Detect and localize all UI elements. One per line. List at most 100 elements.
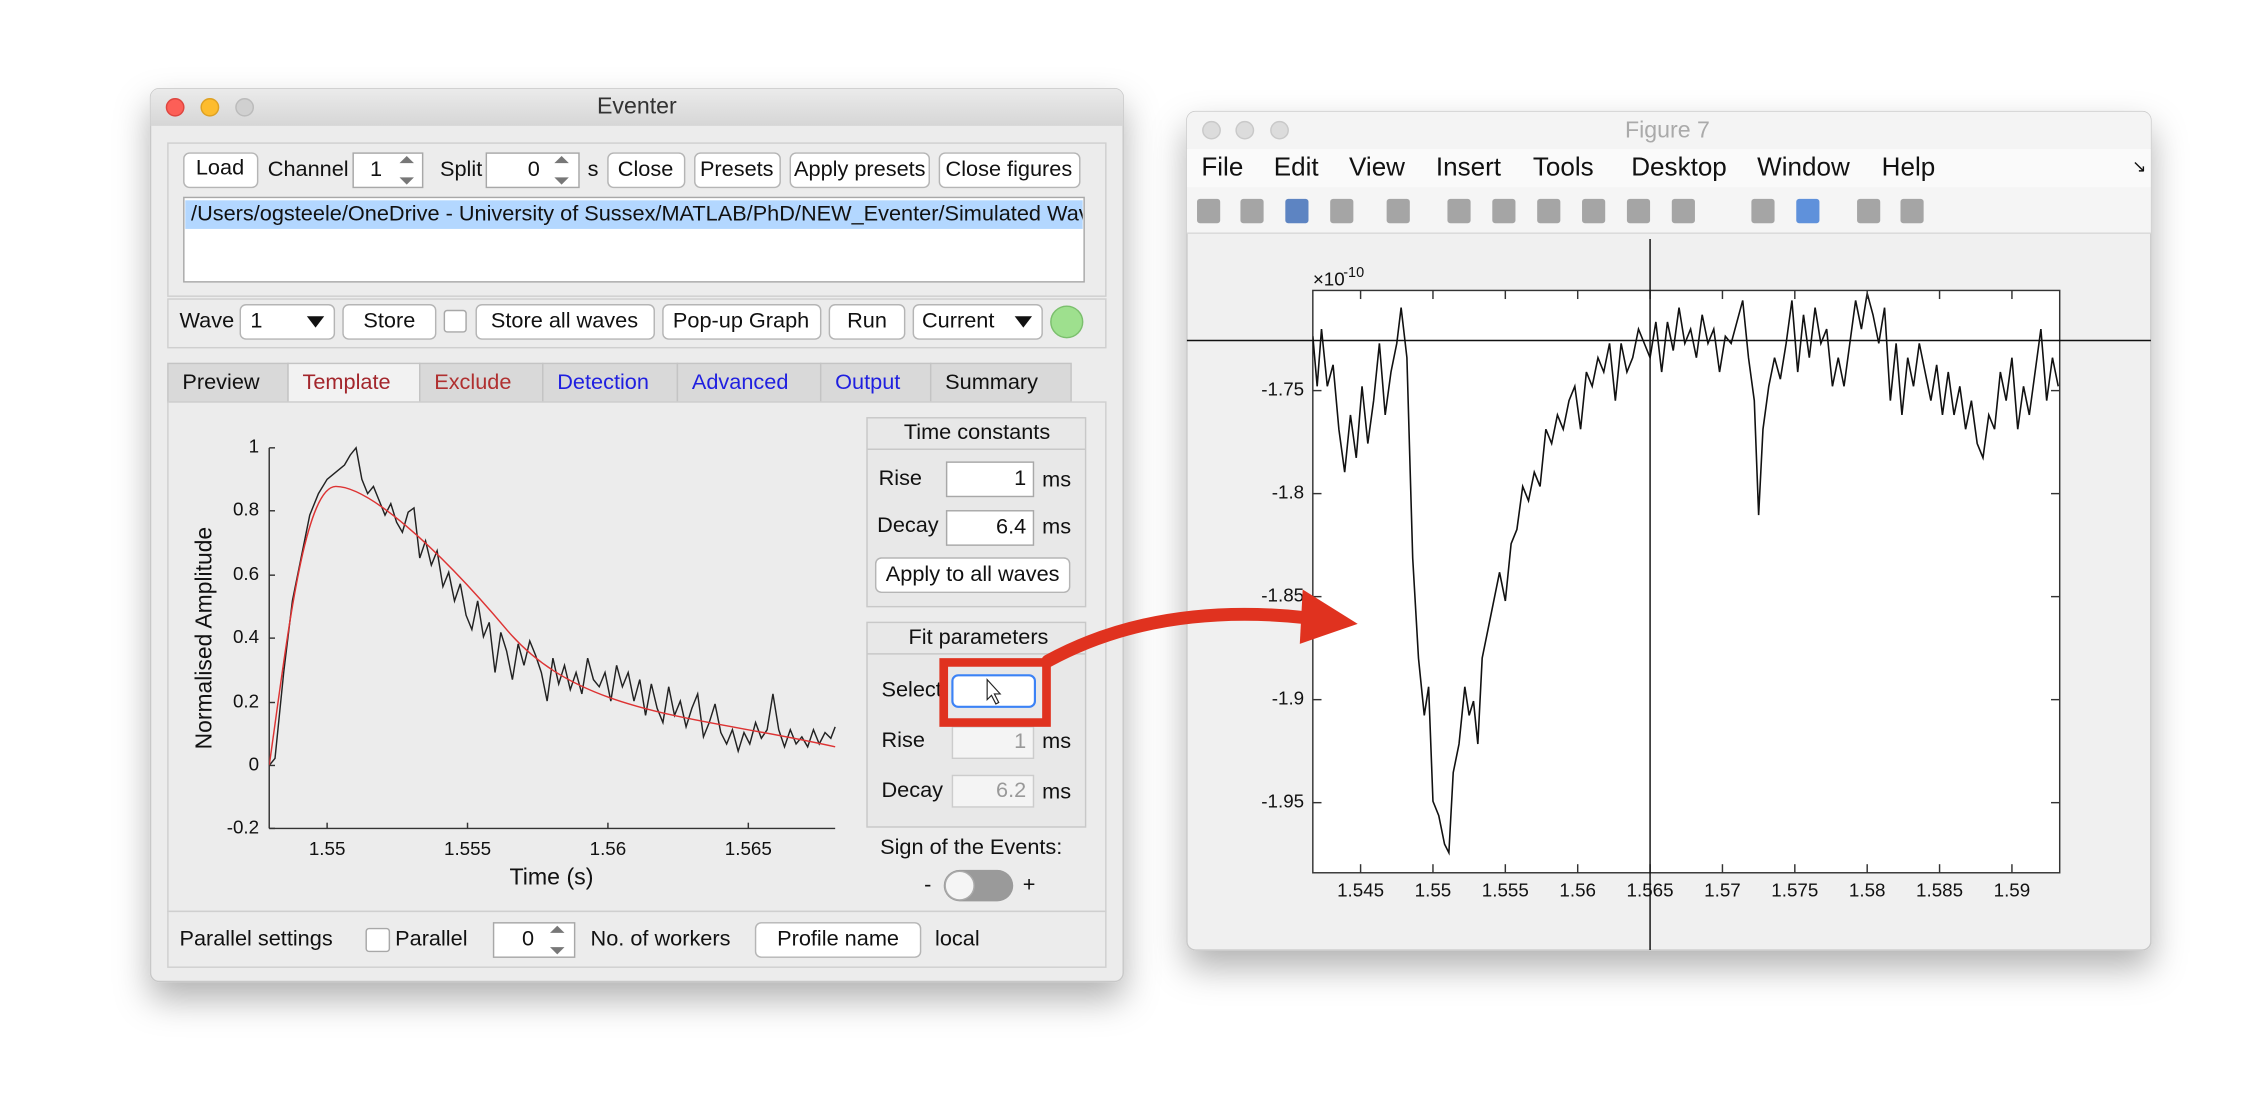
load-button[interactable] xyxy=(183,152,259,189)
close-figures-button[interactable] xyxy=(938,152,1081,189)
tool-icon[interactable] xyxy=(1386,198,1410,224)
decay-unit: ms xyxy=(1042,514,1071,539)
apply-all-label: Apply to all waves xyxy=(886,561,1060,586)
dock-icon[interactable]: ↘ xyxy=(2132,156,2147,176)
tab[interactable] xyxy=(287,362,421,403)
axes-box xyxy=(1312,289,2061,874)
tab[interactable] xyxy=(929,362,1072,403)
menu-item[interactable]: Insert xyxy=(1436,154,1501,182)
exponent-power: -10 xyxy=(1343,265,1364,281)
profile-value: local xyxy=(935,926,980,951)
decay-label: Decay xyxy=(877,512,939,537)
wave-label: Wave xyxy=(179,308,234,333)
menu-item[interactable]: View xyxy=(1349,154,1405,182)
x-tick-label: 1.58 xyxy=(1849,879,1886,900)
split-value: 0 xyxy=(528,156,540,181)
run-label: Run xyxy=(847,308,887,333)
popup-arrow xyxy=(1014,316,1033,328)
tab[interactable] xyxy=(167,362,289,403)
template-plot: Normalised Amplitude Time (s) 1 0.8 0.6 0.4… xyxy=(191,436,836,890)
presets-button[interactable] xyxy=(694,152,781,189)
load-label: Load xyxy=(196,155,244,180)
cursor-icon xyxy=(986,678,1002,705)
zoom-light[interactable] xyxy=(235,98,255,117)
popup-graph-button[interactable] xyxy=(662,304,822,340)
menu-item[interactable]: Edit xyxy=(1274,154,1319,182)
x-tick-label: 1.555 xyxy=(1482,879,1529,900)
menu-item[interactable]: Window xyxy=(1757,154,1850,182)
x-tick-label: 1.56 xyxy=(590,838,627,859)
decay-value: 6.4 xyxy=(996,514,1026,539)
rise-field[interactable] xyxy=(945,461,1035,498)
decay-field[interactable] xyxy=(945,510,1035,546)
fit-curve xyxy=(269,485,836,766)
tab[interactable] xyxy=(819,362,932,403)
apply-all-button[interactable] xyxy=(874,557,1071,594)
run-button[interactable] xyxy=(828,304,906,340)
menu-item[interactable]: Help xyxy=(1882,154,1936,182)
tool-icon[interactable] xyxy=(1626,198,1651,224)
x-tick-label: 1.585 xyxy=(1916,879,1963,900)
channel-spinner[interactable] xyxy=(352,152,424,189)
close-light[interactable] xyxy=(1202,120,1221,140)
x-tick-label: 1.59 xyxy=(1994,879,2031,900)
tool-icon[interactable] xyxy=(1751,198,1775,224)
sign-label: Sign of the Events: xyxy=(880,834,1062,859)
store-checkbox[interactable] xyxy=(443,309,467,333)
mode-value: Current xyxy=(922,308,994,333)
x-tick-label: 1.575 xyxy=(1771,879,1818,900)
zoom-light[interactable] xyxy=(1270,120,1289,140)
y-tick-label: -1.95 xyxy=(1261,791,1304,812)
tool-icon[interactable] xyxy=(1900,198,1924,224)
tool-icon[interactable] xyxy=(1671,198,1695,224)
mode-popup[interactable] xyxy=(912,304,1043,340)
menu-item[interactable]: Desktop xyxy=(1631,154,1727,182)
x-tick-label: 1.57 xyxy=(1704,879,1741,900)
fit-decay-label: Decay xyxy=(881,777,943,802)
tool-icon[interactable] xyxy=(1330,198,1354,224)
close-light[interactable] xyxy=(165,98,185,117)
store-all-button[interactable] xyxy=(475,304,655,340)
tab[interactable] xyxy=(419,362,544,403)
menu-item[interactable]: File xyxy=(1201,154,1243,182)
y-tick-label: 0.2 xyxy=(233,691,259,712)
profile-button[interactable] xyxy=(754,922,922,958)
tool-icon[interactable] xyxy=(1537,198,1561,224)
x-tick-label: 1.55 xyxy=(309,838,346,859)
minimize-light[interactable] xyxy=(1235,120,1255,140)
wave-popup[interactable] xyxy=(239,304,336,340)
tool-icon[interactable] xyxy=(1582,198,1606,224)
rise-value: 1 xyxy=(1014,465,1026,490)
y-tick-label: 1 xyxy=(249,436,259,457)
toggle-knob xyxy=(944,870,975,901)
tool-icon[interactable] xyxy=(1447,198,1471,224)
y-tick-label: 0.6 xyxy=(233,563,259,584)
tool-icon[interactable] xyxy=(1796,198,1820,224)
select-label: Select xyxy=(881,677,941,702)
close-figures-label: Close figures xyxy=(946,156,1073,181)
tool-icon[interactable] xyxy=(1240,198,1264,224)
workers-spinner[interactable] xyxy=(492,922,576,958)
minimize-light[interactable] xyxy=(200,98,220,117)
split-unit: s xyxy=(588,156,599,181)
parallel-settings-label: Parallel settings xyxy=(179,926,332,951)
menu-item[interactable]: Tools xyxy=(1533,154,1594,182)
tool-icon[interactable] xyxy=(1857,198,1881,224)
tool-icon[interactable] xyxy=(1197,198,1221,224)
presets-label: Presets xyxy=(700,156,774,181)
close-button[interactable] xyxy=(607,152,686,189)
file-row-selected[interactable] xyxy=(185,200,1083,229)
apply-presets-button[interactable] xyxy=(789,152,930,189)
tool-icon[interactable] xyxy=(1492,198,1516,224)
tab-label: Exclude xyxy=(434,369,511,394)
y-tick-label: -1.9 xyxy=(1272,688,1304,709)
parallel-checkbox[interactable] xyxy=(365,927,391,953)
tool-icon[interactable] xyxy=(1285,198,1309,224)
channel-value: 1 xyxy=(370,156,382,181)
store-button[interactable] xyxy=(342,304,437,340)
file-path: /Users/ogsteele/OneDrive - University of… xyxy=(191,200,1131,225)
y-axis-label: Normalised Amplitude xyxy=(191,527,217,750)
profile-button-label: Profile name xyxy=(777,926,899,951)
